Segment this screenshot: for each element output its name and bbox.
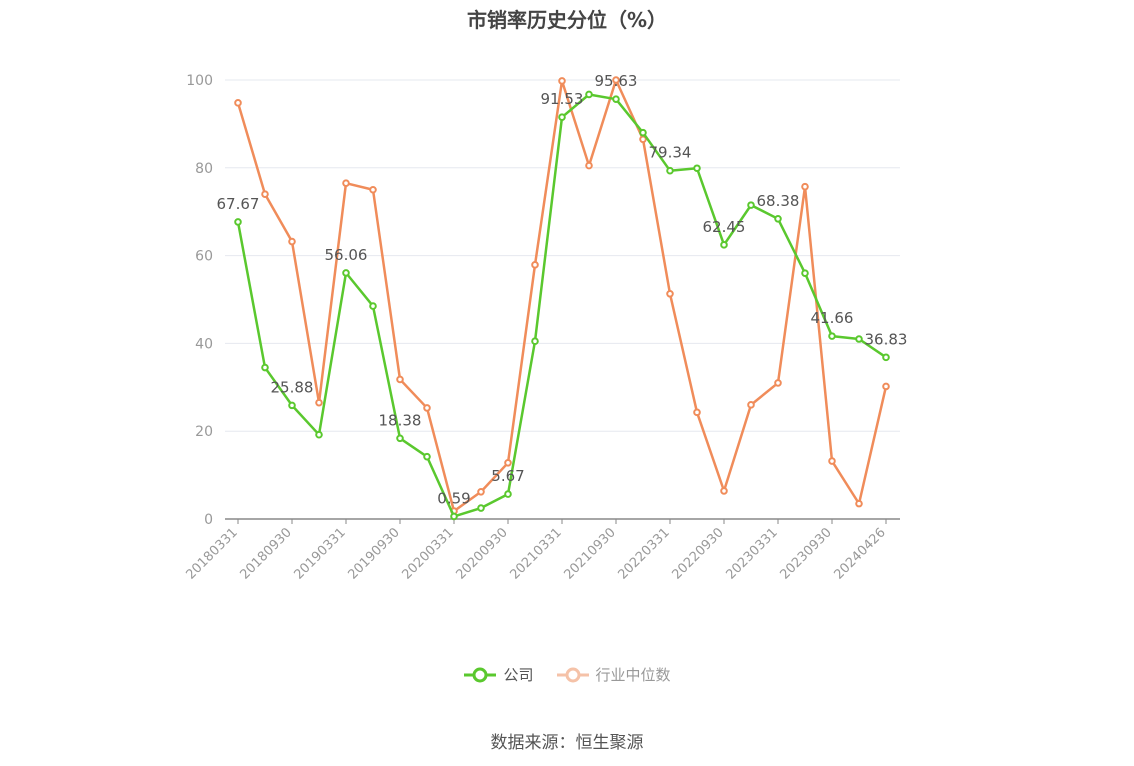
industry-point (747, 401, 755, 409)
x-tick-label: 20200331 (399, 525, 456, 582)
industry-point (585, 161, 593, 170)
source-note: 数据来源：恒生聚源 (490, 733, 644, 753)
legend-industry-label: 行业中位数 (595, 666, 671, 684)
industry-point (342, 179, 350, 187)
y-tick-label: 0 (204, 512, 213, 528)
company-point (288, 401, 296, 410)
industry-point (828, 457, 836, 465)
industry-point (396, 375, 404, 384)
company-point (450, 512, 458, 521)
x-tick-label: 20220930 (669, 525, 726, 582)
company-point (369, 302, 377, 310)
axis-layer: 0 20 40 60 80 100 2018033120180930201903312019… (183, 73, 900, 583)
y-tick-label: 100 (186, 73, 213, 89)
industry-point (315, 398, 323, 407)
company-point (315, 430, 323, 439)
company-point (504, 490, 512, 498)
company-point (801, 269, 809, 277)
industry-point (855, 499, 863, 508)
y-tick-label: 40 (195, 336, 213, 352)
data-label: 95.63 (595, 72, 638, 90)
data-label: 62.45 (703, 218, 746, 236)
company-point (585, 90, 593, 99)
data-label: 25.88 (271, 378, 314, 396)
data-label: 68.38 (757, 192, 800, 210)
company-point (612, 95, 620, 103)
data-label: 36.83 (865, 330, 908, 348)
industry-point (666, 289, 674, 298)
x-tick-label: 20240426 (831, 525, 888, 582)
company-point (693, 164, 701, 173)
data-label: 5.67 (491, 467, 524, 485)
industry-point (774, 379, 782, 387)
x-tick-label: 20230331 (723, 525, 780, 582)
industry-point (801, 182, 809, 191)
x-tick-label: 20210331 (507, 525, 564, 582)
company-point (531, 337, 539, 346)
data-label: 56.06 (325, 246, 368, 264)
legend: 公司 行业中位数 (0, 664, 1134, 685)
data-label: 41.66 (811, 309, 854, 327)
company-point (342, 269, 350, 277)
chart-title: 市销率历史分位（%） (466, 8, 668, 32)
industry-point (234, 99, 242, 107)
legend-company-label: 公司 (503, 666, 534, 684)
company-point (234, 218, 242, 226)
industry-point (612, 76, 620, 84)
company-point (828, 332, 836, 340)
industry-point (288, 237, 296, 246)
data-label: 91.53 (541, 90, 584, 108)
data-label: 67.67 (217, 195, 260, 213)
company-point (396, 434, 404, 443)
x-tick-label: 20180331 (183, 525, 240, 582)
legend-industry-icon (556, 667, 589, 682)
company-point (720, 241, 728, 249)
industry-point (477, 487, 485, 496)
industry-point (693, 408, 701, 417)
industry-point (720, 487, 728, 495)
company-point (423, 452, 431, 461)
company-point (261, 363, 269, 372)
company-point (639, 128, 647, 137)
x-tick-label: 20230930 (777, 525, 834, 582)
data-label: 18.38 (379, 411, 422, 429)
x-tick-label: 20200930 (453, 525, 510, 582)
company-point (774, 215, 782, 223)
series-layer (234, 76, 890, 521)
data-label-layer: 67.67 25.88 56.06 18.38 0.59 5.67 91.53 95.63 79… (217, 72, 908, 507)
x-tick-label: 20190930 (345, 525, 402, 582)
company-point (882, 353, 890, 362)
industry-point (531, 261, 539, 269)
legend-item-industry[interactable]: 行业中位数 (556, 664, 671, 685)
x-tick-label: 20190331 (291, 525, 348, 582)
company-point (666, 166, 674, 175)
y-tick-label: 20 (195, 424, 213, 440)
y-tick-label: 60 (195, 249, 213, 265)
industry-point (504, 459, 512, 467)
company-point (477, 504, 485, 512)
industry-point (558, 77, 566, 85)
data-label: 79.34 (649, 144, 692, 162)
company-point (558, 113, 566, 121)
legend-company-icon (464, 667, 497, 682)
industry-point (423, 404, 431, 412)
industry-point (261, 190, 269, 198)
company-point (747, 201, 755, 209)
x-tick-label: 20180930 (237, 525, 294, 582)
x-tick-label: 20220331 (615, 525, 672, 582)
industry-point (882, 382, 890, 391)
y-tick-label: 80 (195, 161, 213, 177)
data-label: 0.59 (437, 489, 470, 507)
legend-item-company[interactable]: 公司 (463, 664, 534, 685)
industry-line (236, 78, 888, 513)
industry-point (369, 185, 377, 194)
x-tick-label: 20210930 (561, 525, 618, 582)
company-point (855, 335, 863, 343)
